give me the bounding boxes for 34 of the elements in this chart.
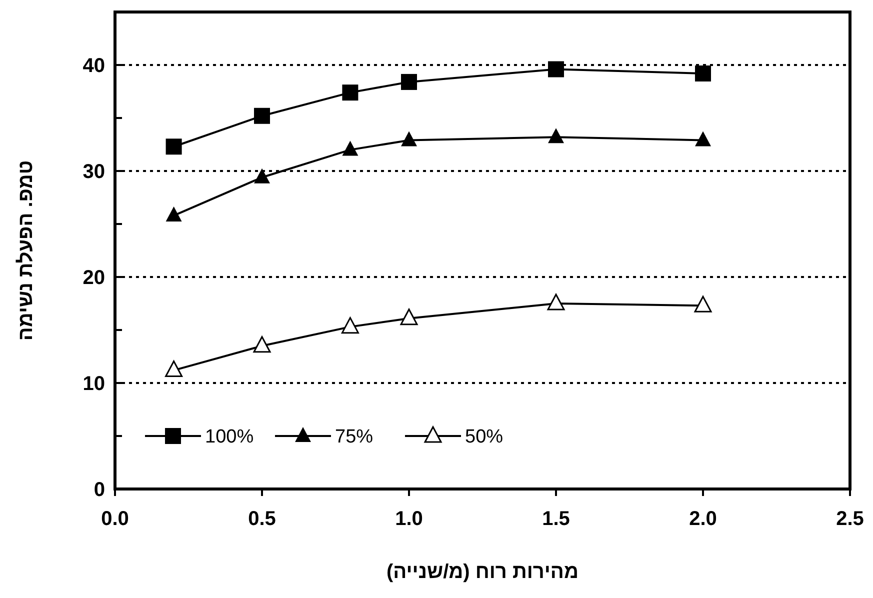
x-tick-label: 2.5 (836, 508, 864, 530)
y-tick-label: 40 (82, 55, 105, 77)
point (165, 360, 183, 378)
x-axis-title: מהירות רוח (מ/שנייה) (386, 561, 578, 583)
point (401, 131, 417, 146)
legend-label: 50% (465, 426, 504, 448)
point (695, 65, 711, 82)
x-tick-label: 1.0 (395, 508, 423, 530)
y-tick-label: 10 (82, 373, 105, 395)
point (342, 140, 358, 156)
legend-label: 75% (335, 426, 374, 448)
legend-label: 100% (205, 426, 254, 448)
point (342, 84, 358, 101)
point (548, 61, 564, 78)
point (694, 296, 712, 312)
point (547, 294, 565, 310)
x-tick-label: 0.0 (101, 508, 129, 530)
x-tick-label: 1.5 (542, 508, 570, 530)
point (166, 138, 182, 155)
point (253, 336, 271, 353)
x-tick-label: 0.5 (248, 508, 276, 530)
point (166, 206, 182, 222)
point (695, 131, 711, 146)
y-axis-title: טמפ. הפעלת נשימה (15, 160, 37, 341)
point (401, 74, 417, 90)
point (548, 128, 564, 144)
point (400, 308, 418, 326)
y-tick-label: 0 (94, 479, 105, 501)
y-tick-label: 20 (82, 267, 105, 289)
point (341, 317, 359, 334)
y-tick-label: 30 (82, 161, 105, 183)
point (254, 168, 270, 184)
point (254, 108, 270, 124)
x-tick-label: 2.0 (689, 508, 717, 530)
